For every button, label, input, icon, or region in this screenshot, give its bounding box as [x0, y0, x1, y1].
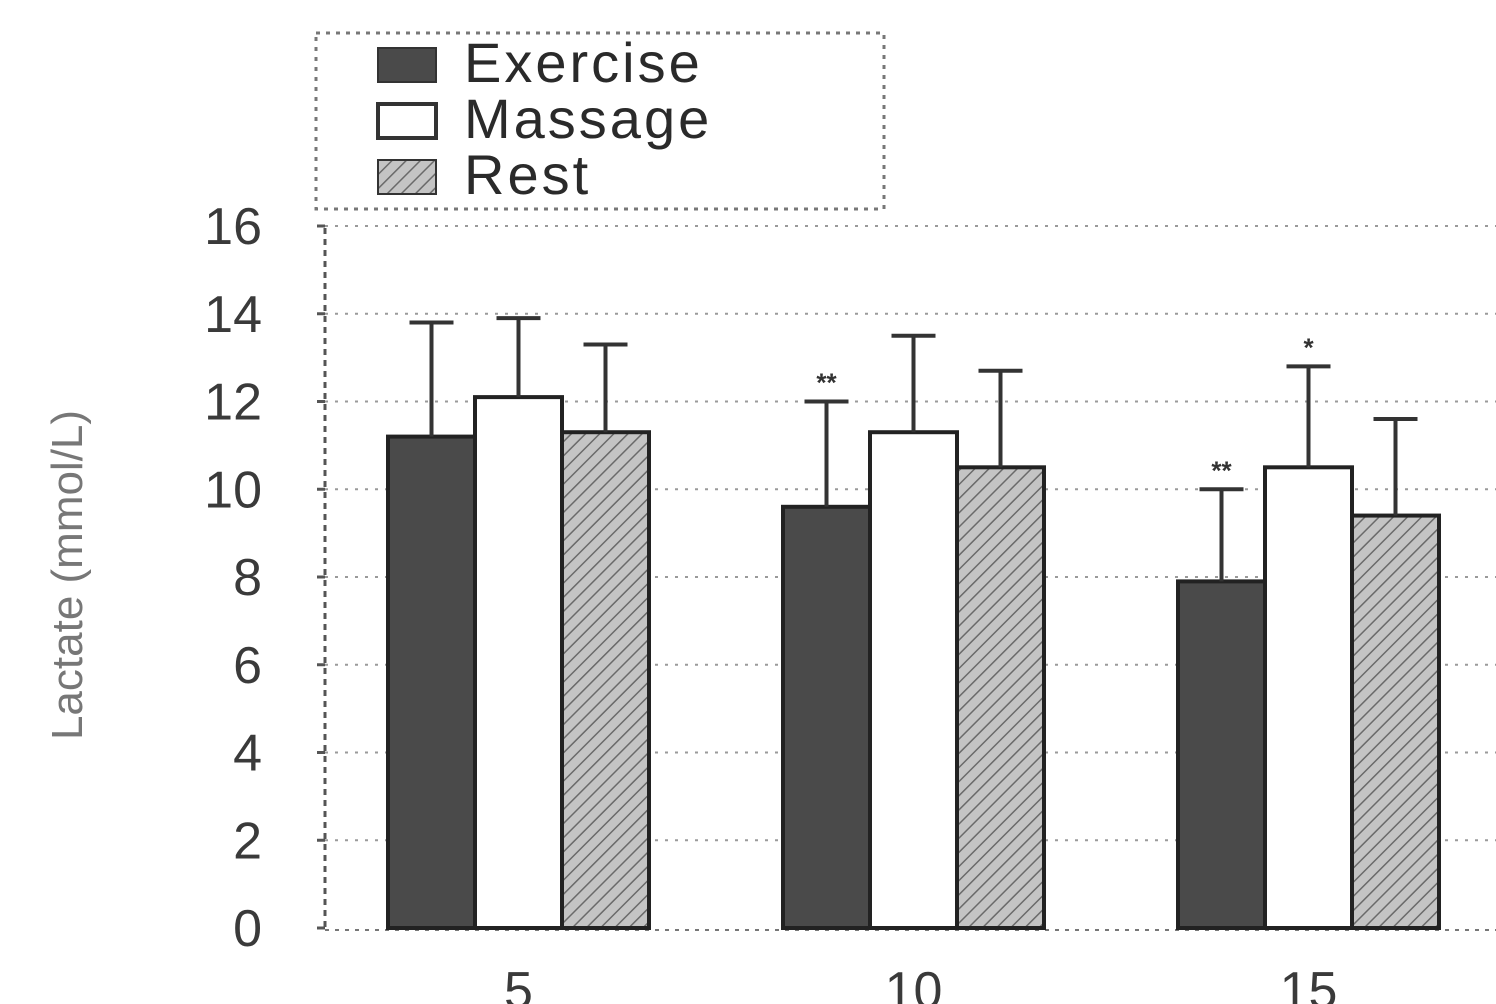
y-tick-label: 0 [233, 900, 262, 958]
bar-rest-10 [955, 465, 1046, 930]
legend-label-rest: Rest [464, 143, 591, 206]
bar-exercise-5 [386, 434, 477, 930]
legend: Exercise Massage Rest [314, 31, 886, 211]
legend-label-exercise: Exercise [464, 31, 703, 94]
bar-rest-15 [1350, 513, 1441, 930]
bar-massage-10 [868, 430, 959, 930]
y-tick-label: 16 [204, 198, 262, 256]
bar-exercise-10 [781, 504, 872, 930]
legend-swatch-massage [376, 102, 438, 140]
significance-marker: * [1303, 332, 1314, 362]
y-tick-label: 4 [233, 725, 262, 783]
y-tick-label: 12 [204, 374, 262, 432]
y-tick-label: 10 [204, 461, 262, 519]
bar-massage-15 [1263, 465, 1354, 930]
legend-swatch-exercise [377, 47, 437, 83]
legend-label-massage: Massage [464, 87, 712, 150]
y-tick-label: 14 [204, 286, 262, 344]
bar-rest-5 [560, 430, 651, 930]
y-tick-label: 8 [233, 549, 262, 607]
x-tick-label: 15 [1280, 962, 1338, 1004]
bars: ***** [386, 316, 1441, 930]
significance-marker: ** [816, 368, 837, 398]
significance-marker: ** [1211, 455, 1232, 485]
x-tick-label: 5 [504, 962, 533, 1004]
tick-labels: 0 2 4 6 8 10 12 14 16 5 10 15 [204, 198, 1337, 1004]
bar-massage-5 [473, 395, 564, 930]
y-tick-label: 2 [233, 812, 262, 870]
bar-exercise-15 [1176, 579, 1267, 930]
legend-box [314, 31, 886, 211]
y-tick-label: 6 [233, 637, 262, 695]
y-axis-label: Lactate (mmol/L) [43, 410, 92, 740]
x-tick-label: 10 [885, 962, 943, 1004]
legend-swatch-rest [377, 159, 437, 195]
